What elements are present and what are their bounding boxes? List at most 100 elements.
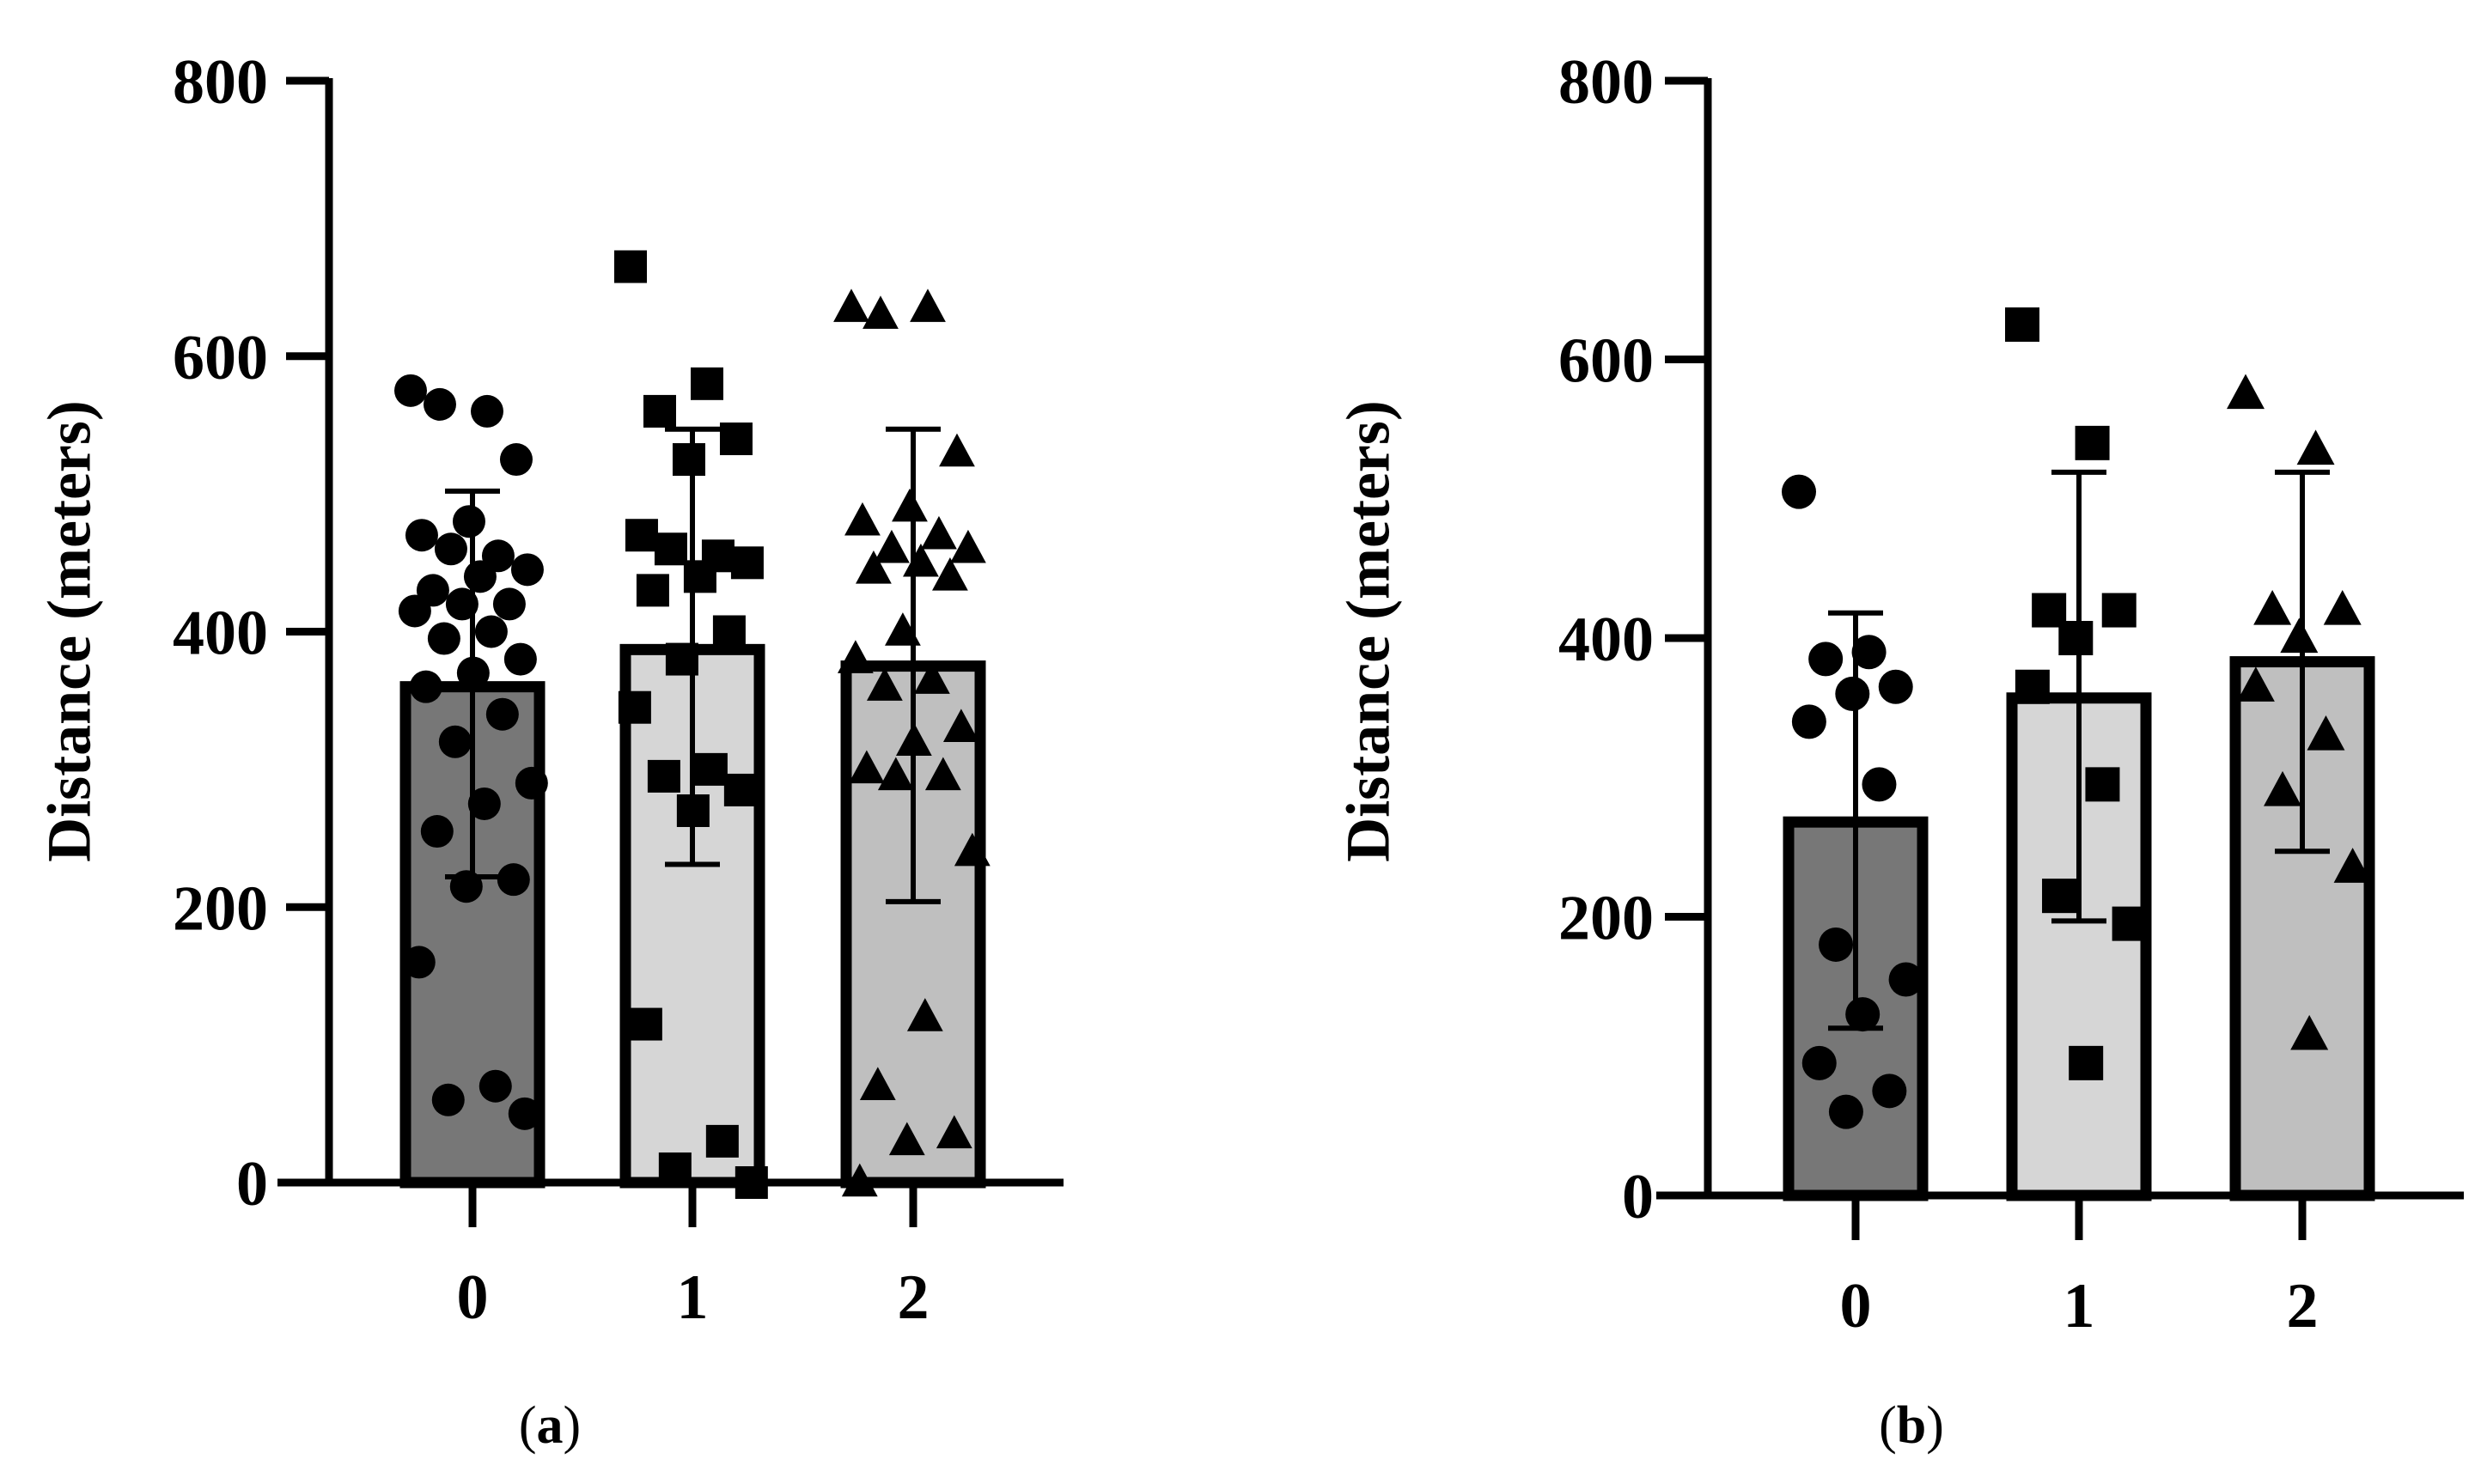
point-group-1-10 xyxy=(2069,1045,2104,1080)
point-group-0-14 xyxy=(398,594,431,628)
point-group-2-4 xyxy=(939,433,975,467)
y-tick-label-600: 600 xyxy=(1558,326,1654,397)
point-group-1-8 xyxy=(2042,879,2077,914)
x-tick-label-0: 0 xyxy=(457,1262,489,1333)
point-group-1-20 xyxy=(705,1124,739,1158)
error-bar-0 xyxy=(445,488,500,879)
point-group-0-6 xyxy=(1791,704,1826,739)
error-bar-1 xyxy=(665,426,720,867)
y-tick-label-400: 400 xyxy=(1558,605,1654,675)
error-bar-2 xyxy=(886,426,941,904)
point-group-0-12 xyxy=(1872,1073,1907,1109)
point-group-0-9 xyxy=(510,553,544,587)
point-group-1-5 xyxy=(2058,621,2094,655)
point-group-1-10 xyxy=(683,560,716,593)
point-group-0-5 xyxy=(1835,676,1870,711)
point-group-0-29 xyxy=(431,1083,465,1116)
point-group-0-4 xyxy=(499,443,533,477)
y-tick-label-800: 800 xyxy=(1558,47,1654,118)
point-group-2-22 xyxy=(954,832,991,867)
point-group-0-8 xyxy=(1819,927,1854,962)
point-group-2-15 xyxy=(913,660,950,694)
point-group-1-9 xyxy=(730,546,764,580)
point-group-0-22 xyxy=(515,766,548,800)
y-tick-label-200: 200 xyxy=(173,873,268,944)
point-group-0-2 xyxy=(1851,635,1887,670)
point-group-2-3 xyxy=(2253,589,2292,625)
point-group-0-4 xyxy=(1878,669,1913,704)
y-tick-label-400: 400 xyxy=(173,599,268,669)
point-group-2-26 xyxy=(888,1122,925,1156)
point-group-0-28 xyxy=(479,1069,512,1103)
point-group-0-20 xyxy=(485,697,519,731)
point-group-0-8 xyxy=(434,532,467,566)
y-axis-label: Distance (meters) xyxy=(35,400,104,862)
point-group-2-14 xyxy=(837,640,874,673)
data-points xyxy=(394,250,991,1199)
point-group-0-6 xyxy=(405,519,438,552)
point-group-2-20 xyxy=(924,757,961,791)
panel-label: (b) xyxy=(1879,1396,1944,1455)
panel-label: (a) xyxy=(519,1396,581,1455)
point-group-0-21 xyxy=(438,725,472,758)
point-group-1-3 xyxy=(643,394,676,428)
chart-panel-a: 0 200 400 600 800 0 1 2 Distance (meters) (a) xyxy=(35,47,1064,1455)
point-group-0-2 xyxy=(470,394,503,428)
data-points xyxy=(1782,307,2372,1129)
point-group-2-23 xyxy=(906,998,943,1031)
point-group-0-30 xyxy=(508,1097,541,1130)
y-tick-label-0: 0 xyxy=(1622,1162,1654,1232)
point-group-2-19 xyxy=(848,750,885,784)
point-group-2-7 xyxy=(921,515,957,550)
point-group-2-6 xyxy=(844,502,881,536)
x-tick-label-2: 2 xyxy=(898,1262,930,1333)
x-tick-label-1: 1 xyxy=(2063,1271,2095,1341)
point-group-0-12 xyxy=(492,587,526,621)
chart-panel-b: 0 200 400 600 800 0 1 2 Distance (meters) (b) xyxy=(1334,47,2464,1455)
x-tick-label-2: 2 xyxy=(2287,1271,2319,1341)
point-group-2-6 xyxy=(2236,666,2275,702)
point-group-0-9 xyxy=(1888,962,1923,997)
point-group-1-2 xyxy=(690,367,723,400)
point-group-0-15 xyxy=(474,615,508,648)
point-group-1-1 xyxy=(2005,307,2039,342)
point-group-0-10 xyxy=(463,560,497,593)
point-group-2-12 xyxy=(932,556,968,591)
point-group-1-6 xyxy=(2015,669,2050,704)
point-group-0-25 xyxy=(497,863,530,897)
point-group-2-21 xyxy=(877,757,914,791)
y-axis-label: Distance (meters) xyxy=(1334,400,1403,862)
point-group-1-16 xyxy=(647,759,680,793)
y-tick-label-0: 0 xyxy=(236,1149,268,1219)
point-group-0-11 xyxy=(1801,1045,1837,1080)
point-group-2-2 xyxy=(910,289,946,322)
point-group-1-19 xyxy=(629,1007,662,1041)
error-bar-0 xyxy=(1828,610,1883,1031)
x-tick-label-0: 0 xyxy=(1840,1271,1872,1341)
point-group-2-2 xyxy=(2296,429,2335,465)
point-group-1-14 xyxy=(618,690,651,724)
point-group-0-16 xyxy=(427,622,460,655)
point-group-2-9 xyxy=(950,529,986,563)
point-group-2-7 xyxy=(2307,715,2345,751)
point-group-1-1 xyxy=(614,250,647,283)
point-group-2-4 xyxy=(2323,589,2362,625)
point-group-2-24 xyxy=(859,1067,896,1100)
point-group-0-19 xyxy=(409,670,442,703)
point-group-2-3 xyxy=(863,295,899,329)
point-group-1-4 xyxy=(2101,593,2137,628)
point-group-0-27 xyxy=(402,946,436,979)
point-group-0-7 xyxy=(1862,767,1897,802)
point-group-0-1 xyxy=(394,374,427,407)
point-group-0-1 xyxy=(1782,474,1816,509)
point-group-2-10 xyxy=(2290,1014,2329,1050)
point-group-2-11 xyxy=(856,550,892,584)
point-group-2-16 xyxy=(866,667,903,701)
point-group-1-8 xyxy=(654,532,687,566)
point-group-2-17 xyxy=(942,709,979,743)
point-group-0-23 xyxy=(467,787,501,820)
point-group-2-8 xyxy=(2264,770,2302,806)
point-group-1-7 xyxy=(2085,767,2120,802)
point-group-2-1 xyxy=(2227,374,2265,410)
point-group-0-17 xyxy=(503,642,537,676)
